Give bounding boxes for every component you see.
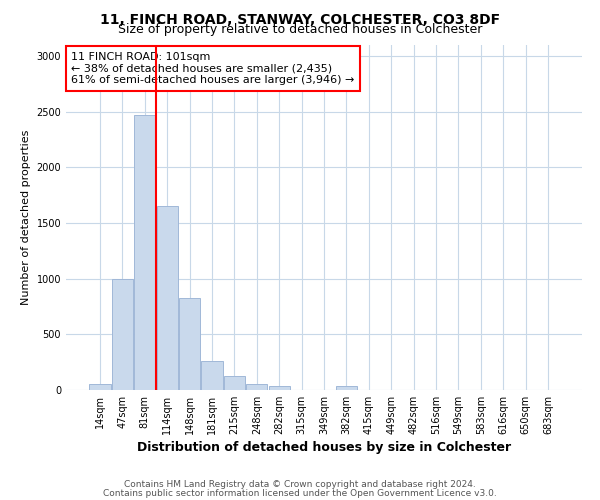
Bar: [134, 115, 155, 390]
Bar: [269, 386, 290, 390]
Bar: [246, 384, 268, 390]
Y-axis label: Number of detached properties: Number of detached properties: [21, 130, 31, 305]
Text: 11 FINCH ROAD: 101sqm
← 38% of detached houses are smaller (2,435)
61% of semi-d: 11 FINCH ROAD: 101sqm ← 38% of detached …: [71, 52, 355, 85]
Text: 11, FINCH ROAD, STANWAY, COLCHESTER, CO3 8DF: 11, FINCH ROAD, STANWAY, COLCHESTER, CO3…: [100, 12, 500, 26]
Bar: [157, 206, 178, 390]
Text: Contains HM Land Registry data © Crown copyright and database right 2024.: Contains HM Land Registry data © Crown c…: [124, 480, 476, 489]
Bar: [336, 386, 357, 390]
Bar: [224, 376, 245, 390]
Text: Size of property relative to detached houses in Colchester: Size of property relative to detached ho…: [118, 22, 482, 36]
Text: Contains public sector information licensed under the Open Government Licence v3: Contains public sector information licen…: [103, 488, 497, 498]
Bar: [179, 298, 200, 390]
Bar: [89, 384, 111, 390]
X-axis label: Distribution of detached houses by size in Colchester: Distribution of detached houses by size …: [137, 441, 511, 454]
Bar: [202, 360, 223, 390]
Bar: [112, 278, 133, 390]
